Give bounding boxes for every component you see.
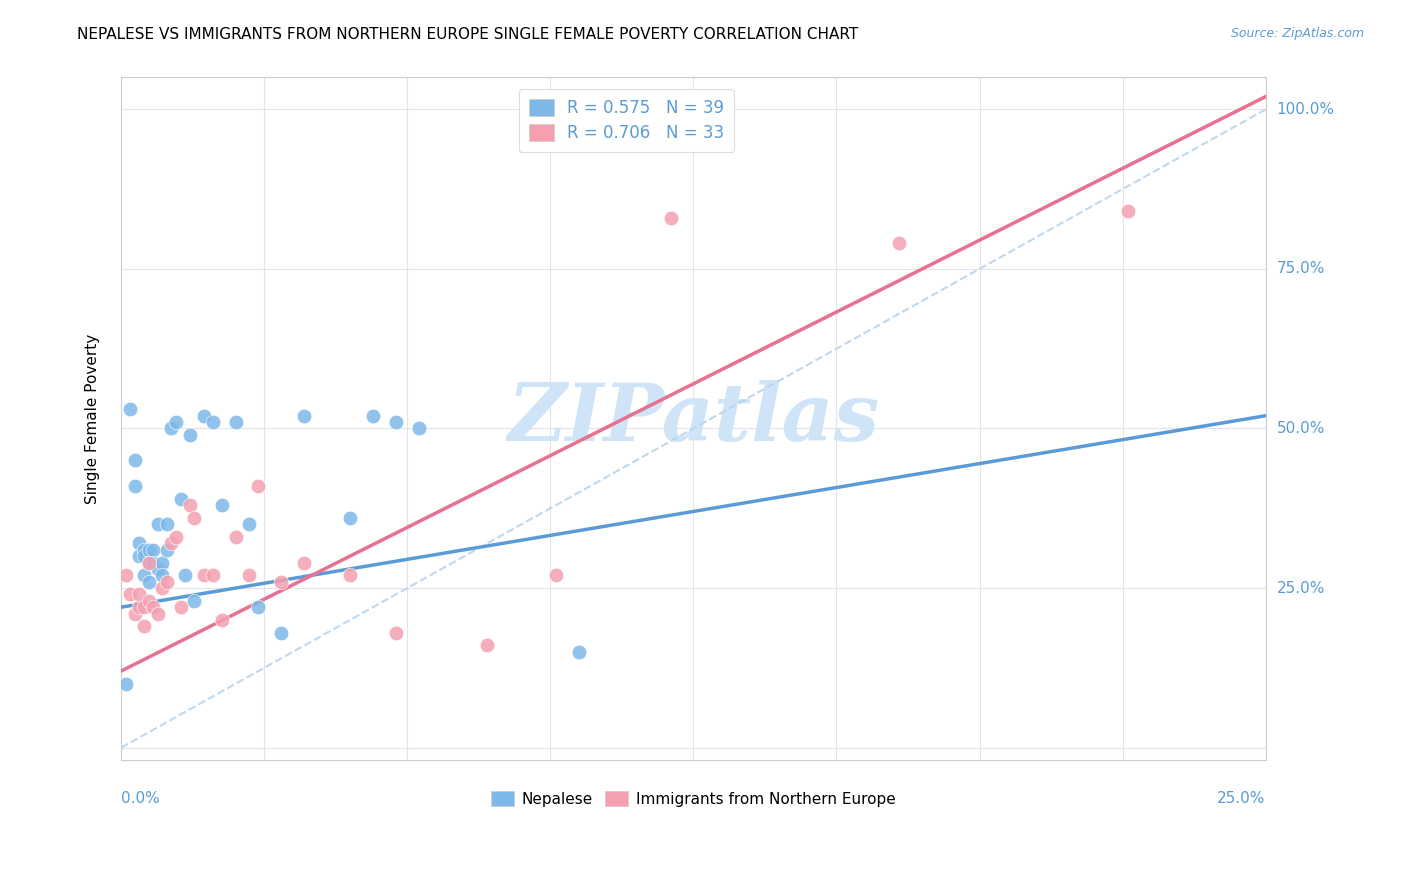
Y-axis label: Single Female Poverty: Single Female Poverty bbox=[86, 334, 100, 504]
Point bbox=[124, 607, 146, 621]
Point bbox=[238, 517, 260, 532]
Point bbox=[385, 415, 408, 429]
Point bbox=[165, 530, 187, 544]
Point bbox=[292, 556, 315, 570]
Point bbox=[132, 549, 155, 563]
Point bbox=[156, 517, 179, 532]
Point bbox=[169, 600, 191, 615]
Point bbox=[659, 211, 682, 225]
Point bbox=[128, 536, 150, 550]
Text: 75.0%: 75.0% bbox=[1277, 261, 1324, 277]
Point bbox=[124, 479, 146, 493]
Point bbox=[544, 568, 567, 582]
Point bbox=[132, 600, 155, 615]
Point bbox=[146, 607, 169, 621]
Point bbox=[142, 600, 165, 615]
Point bbox=[120, 402, 142, 417]
Text: 0.0%: 0.0% bbox=[121, 791, 160, 806]
Point bbox=[193, 568, 215, 582]
Point bbox=[128, 600, 150, 615]
Point bbox=[183, 511, 205, 525]
Text: 25.0%: 25.0% bbox=[1277, 581, 1324, 596]
Point bbox=[138, 556, 160, 570]
Point bbox=[247, 479, 270, 493]
Point bbox=[114, 677, 136, 691]
Text: NEPALESE VS IMMIGRANTS FROM NORTHERN EUROPE SINGLE FEMALE POVERTY CORRELATION CH: NEPALESE VS IMMIGRANTS FROM NORTHERN EUR… bbox=[77, 27, 859, 42]
Point bbox=[156, 542, 179, 557]
Point bbox=[193, 409, 215, 423]
Point bbox=[361, 409, 384, 423]
Point bbox=[270, 574, 292, 589]
Text: Source: ZipAtlas.com: Source: ZipAtlas.com bbox=[1230, 27, 1364, 40]
Point bbox=[889, 236, 911, 251]
Point bbox=[408, 421, 430, 435]
Point bbox=[339, 568, 361, 582]
Point bbox=[150, 568, 173, 582]
Point bbox=[132, 568, 155, 582]
Point bbox=[138, 556, 160, 570]
Point bbox=[142, 556, 165, 570]
Point bbox=[138, 574, 160, 589]
Point bbox=[568, 645, 591, 659]
Point bbox=[160, 536, 183, 550]
Point bbox=[114, 568, 136, 582]
Point bbox=[339, 511, 361, 525]
Point bbox=[150, 556, 173, 570]
Point bbox=[132, 542, 155, 557]
Point bbox=[142, 542, 165, 557]
Point bbox=[128, 549, 150, 563]
Point bbox=[138, 594, 160, 608]
Point bbox=[211, 498, 233, 512]
Point bbox=[179, 498, 201, 512]
Point bbox=[146, 517, 169, 532]
Point bbox=[128, 587, 150, 601]
Point bbox=[146, 562, 169, 576]
Point bbox=[179, 428, 201, 442]
Point bbox=[150, 581, 173, 595]
Point bbox=[174, 568, 197, 582]
Point bbox=[201, 415, 224, 429]
Point bbox=[169, 491, 191, 506]
Point bbox=[160, 421, 183, 435]
Point bbox=[183, 594, 205, 608]
Point bbox=[138, 542, 160, 557]
Point bbox=[238, 568, 260, 582]
Point bbox=[292, 409, 315, 423]
Point bbox=[385, 625, 408, 640]
Point bbox=[247, 600, 270, 615]
Text: 25.0%: 25.0% bbox=[1218, 791, 1265, 806]
Point bbox=[120, 587, 142, 601]
Point bbox=[225, 530, 247, 544]
Point bbox=[165, 415, 187, 429]
Legend: Nepalese, Immigrants from Northern Europe: Nepalese, Immigrants from Northern Europ… bbox=[484, 783, 903, 814]
Point bbox=[132, 619, 155, 633]
Text: ZIPatlas: ZIPatlas bbox=[508, 380, 880, 458]
Point bbox=[211, 613, 233, 627]
Point bbox=[477, 639, 499, 653]
Point bbox=[270, 625, 292, 640]
Point bbox=[156, 574, 179, 589]
Point bbox=[225, 415, 247, 429]
Point bbox=[201, 568, 224, 582]
Point bbox=[1116, 204, 1139, 219]
Text: 50.0%: 50.0% bbox=[1277, 421, 1324, 436]
Point bbox=[124, 453, 146, 467]
Text: 100.0%: 100.0% bbox=[1277, 102, 1334, 117]
